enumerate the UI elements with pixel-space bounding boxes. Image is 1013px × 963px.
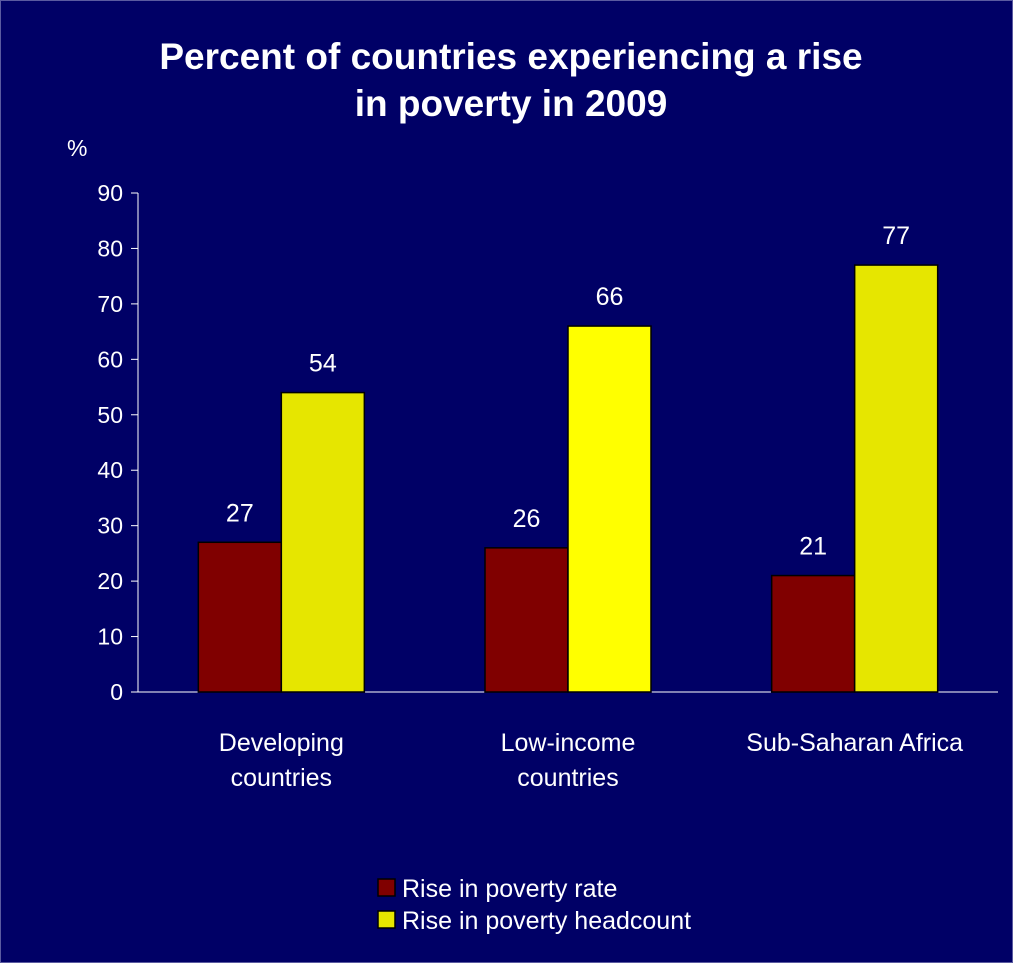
category-label: Developing (219, 729, 344, 757)
y-tick-label: 40 (97, 457, 123, 483)
category-label: Sub-Saharan Africa (746, 729, 963, 757)
bar-poverty-rate (484, 547, 569, 693)
category-label: countries (231, 764, 332, 792)
legend-label: Rise in poverty rate (402, 875, 617, 903)
y-tick-label: 30 (97, 513, 123, 539)
bar-poverty-headcount (567, 325, 652, 693)
y-tick-label: 70 (97, 291, 123, 317)
y-tick-label: 60 (97, 346, 123, 372)
legend: Rise in poverty rate Rise in poverty head… (377, 875, 691, 935)
legend-swatch (377, 910, 396, 929)
y-tick-label: 80 (97, 235, 123, 261)
data-label: 21 (799, 533, 827, 561)
data-label: 66 (596, 283, 624, 311)
bar-poverty-headcount (853, 264, 939, 693)
data-label: 27 (226, 499, 254, 527)
y-axis-label: % (67, 135, 87, 161)
axis-layer: 0 10 20 30 40 50 60 70 80 90% (67, 135, 998, 705)
y-tick-label: 0 (110, 679, 123, 705)
data-label: 26 (513, 505, 541, 533)
chart-title: Percent of countries experiencing a rise… (159, 36, 863, 124)
category-label: Low-income (501, 729, 636, 757)
legend-label: Rise in poverty headcount (402, 907, 691, 935)
y-tick-label: 10 (97, 624, 123, 650)
legend-swatch (377, 878, 396, 897)
y-tick-label: 90 (97, 180, 123, 206)
labels-layer: 27 54 Developing countries 26 66 Low-income cou… (219, 222, 963, 792)
bar-poverty-headcount (280, 391, 366, 693)
bar-poverty-rate (197, 541, 283, 693)
category-label: countries (517, 764, 618, 792)
bars-layer (197, 264, 939, 693)
bar-poverty-rate (770, 574, 856, 693)
y-tick-label: 50 (97, 402, 123, 428)
data-label: 54 (309, 350, 337, 378)
data-label: 77 (882, 222, 910, 250)
y-tick-label: 20 (97, 568, 123, 594)
